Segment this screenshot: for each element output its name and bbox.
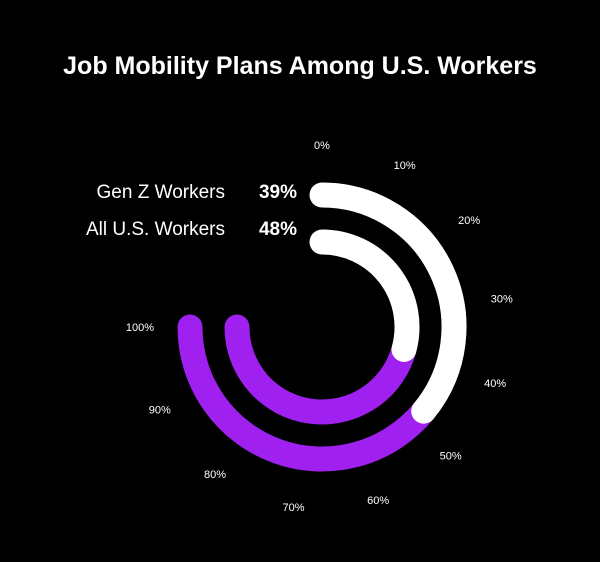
tick-label: 90% (149, 405, 171, 417)
tick-label: 80% (204, 469, 226, 481)
series-value-all-workers: 48% (259, 219, 297, 240)
value-arc-all-workers (309, 182, 467, 424)
tick-label: 50% (440, 451, 462, 463)
series-name-all-workers: All U.S. Workers (86, 219, 225, 240)
tick-label: 60% (367, 495, 389, 507)
remaining-arc-gen-z (224, 314, 417, 425)
radial-tracks (177, 182, 467, 472)
chart-title: Job Mobility Plans Among U.S. Workers (63, 52, 537, 80)
tick-label: 100% (126, 322, 154, 334)
tick-labels: 0% 10% 20% 30% 40% 50% 60% 70% 80% 90% 100% (126, 140, 513, 514)
tick-label: 40% (484, 378, 506, 390)
tick-label: 10% (394, 160, 416, 172)
series-value-gen-z: 39% (259, 182, 297, 203)
tick-label: 30% (491, 294, 513, 306)
tick-label: 0% (314, 140, 330, 152)
value-arc-gen-z (309, 229, 420, 362)
tick-label: 20% (458, 215, 480, 227)
series-name-gen-z: Gen Z Workers (97, 182, 225, 203)
tick-label: 70% (282, 502, 304, 514)
remaining-arc-all-workers (177, 314, 437, 472)
